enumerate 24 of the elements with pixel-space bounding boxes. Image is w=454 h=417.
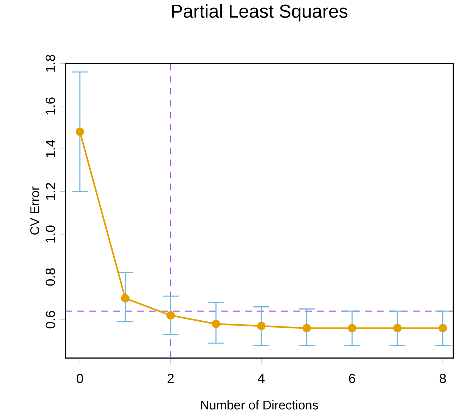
point <box>348 324 357 333</box>
y-axis-title: CV Error <box>30 186 40 235</box>
point <box>438 324 448 333</box>
point <box>76 128 84 136</box>
x-tick-label: 0 <box>76 374 84 384</box>
point <box>121 294 130 303</box>
chart-title: Partial Least Squares <box>172 4 348 22</box>
y-tick-label: 0.6 <box>46 311 56 328</box>
y-tick-label: 1.2 <box>46 183 56 200</box>
y-tick-label: 1.8 <box>46 54 56 72</box>
x-tick-label: 4 <box>258 374 265 383</box>
point <box>166 311 176 320</box>
x-tick-label: 8 <box>440 374 446 384</box>
y-tick-label: 1.0 <box>46 226 56 243</box>
x-tick-label: 2 <box>168 374 174 384</box>
y-tick-label: 0.8 <box>46 268 56 286</box>
y-tick-label: 1.4 <box>46 140 56 158</box>
x-tick-label: 6 <box>349 374 356 384</box>
point <box>257 322 266 330</box>
point <box>212 320 220 328</box>
y-tick-label: 1.6 <box>46 98 56 114</box>
point <box>302 324 312 333</box>
x-axis-title: Number of Directions <box>201 400 318 410</box>
point <box>393 324 402 333</box>
